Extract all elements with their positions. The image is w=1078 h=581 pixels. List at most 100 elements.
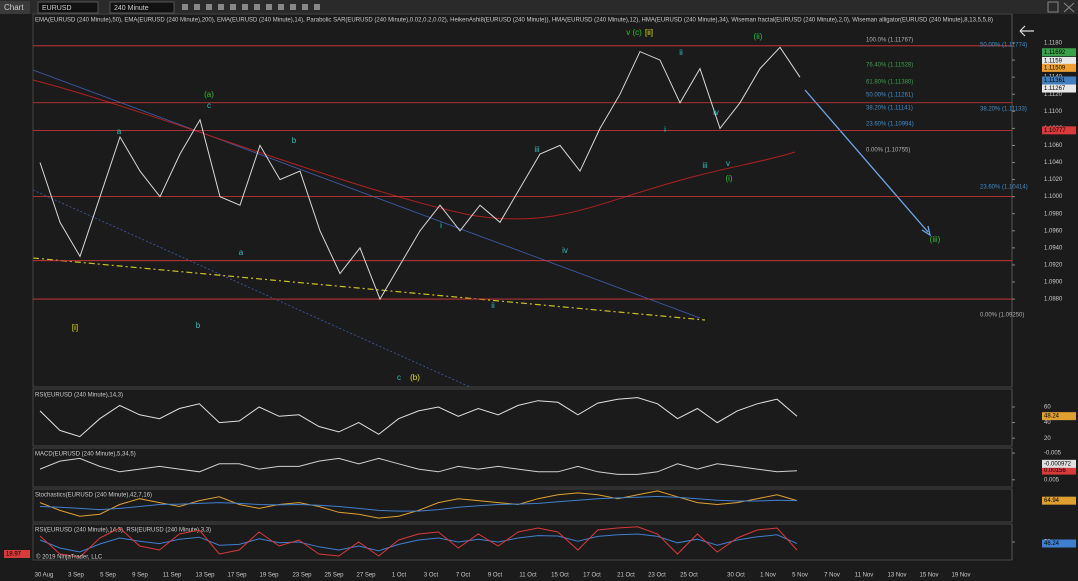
fib-label: 100.0% (1.11767) — [866, 38, 913, 44]
x-tick-label: 9 Sep — [132, 573, 148, 579]
y-tick-label: 1.1120 — [1044, 92, 1063, 98]
x-tick-label: 23 Oct — [648, 573, 666, 579]
price-badge-label: 1.11267 — [1044, 86, 1066, 92]
series-line — [39, 495, 798, 512]
wave-label: b — [196, 321, 201, 330]
y-tick-label: 1.0980 — [1044, 211, 1063, 217]
y-tick-label: 1.0880 — [1044, 297, 1063, 303]
wave-label: iii — [702, 161, 708, 170]
x-tick-label: 3 Oct — [424, 573, 439, 579]
channel-line — [32, 69, 701, 319]
series-line — [39, 46, 801, 301]
fib-label: 61.80% (1.11380) — [866, 80, 913, 86]
close-button[interactable] — [1063, 2, 1075, 13]
y-tick-label: -0.005 — [1044, 451, 1062, 457]
y-tick-label: 1.1060 — [1044, 143, 1063, 149]
x-tick-label: 5 Nov — [792, 573, 808, 579]
x-tick-label: 1 Oct — [392, 573, 407, 579]
price-badge-label: 48.24 — [1044, 414, 1060, 420]
x-tick-label: 30 Oct — [727, 573, 745, 579]
x-tick-label: 17 Sep — [227, 573, 247, 579]
price-badge — [1042, 466, 1076, 475]
price-badge-label: 1.11692 — [1044, 50, 1066, 56]
price-badge — [4, 550, 30, 558]
y-tick-label: 1.1040 — [1044, 160, 1063, 166]
price-badge-label: 18.97 — [6, 552, 22, 558]
y-tick-label: 1.1180 — [1044, 41, 1063, 47]
interval[interactable]: 240 Minute — [114, 5, 149, 12]
series-line — [39, 457, 798, 475]
symbol[interactable]: EURUSD — [42, 5, 72, 12]
price-badge — [1042, 84, 1076, 93]
price-badge — [1042, 63, 1076, 72]
arrow-head — [921, 225, 931, 237]
wave-label: a — [117, 127, 122, 136]
wave-label: ii — [491, 301, 495, 310]
price-badge-label: 1.11509 — [1044, 65, 1066, 71]
x-tick-label: 5 Sep — [100, 573, 116, 579]
price-badge — [1042, 48, 1076, 57]
panel-title: Stochastics(EURUSD (240 Minute),42,7,16) — [35, 493, 152, 499]
fib-label: 76.40% (1.11528) — [866, 63, 913, 69]
price-badge-label: -0.000972 — [1044, 461, 1072, 467]
trend-line — [32, 257, 706, 321]
wave-label: [i] — [72, 323, 78, 332]
x-tick-label: 3 Sep — [68, 573, 84, 579]
price-badge — [1042, 76, 1076, 85]
wave-label: (b) — [410, 373, 420, 382]
x-tick-label: 25 Sep — [324, 573, 344, 579]
y-tick-label: 1.0960 — [1044, 228, 1063, 234]
wave-label: i — [664, 125, 666, 134]
fib-label: 50.00% (1.11261) — [866, 93, 913, 99]
fib-label: 38.20% (1.11133) — [980, 107, 1027, 113]
x-tick-label: 23 Sep — [292, 573, 312, 579]
x-tick-label: 15 Nov — [919, 573, 938, 579]
wave-label: (ii) — [754, 32, 763, 41]
price-badge-label: 1.11361 — [1044, 78, 1066, 84]
price-badge-label: 1.1159 — [1044, 59, 1063, 65]
wave-label: iv — [562, 246, 568, 255]
x-tick-label: 11 Nov — [855, 573, 874, 579]
price-badge-label: 64.94 — [1044, 498, 1060, 504]
wave-label: a — [239, 248, 244, 257]
y-tick-label: 1.1000 — [1044, 194, 1063, 200]
fib-label: 0.00% (1.09250) — [980, 313, 1024, 319]
x-tick-label: 17 Oct — [583, 573, 601, 579]
x-tick-label: 27 Sep — [356, 573, 376, 579]
wave-label: (iii) — [930, 235, 941, 244]
chart-tab[interactable] — [0, 1, 30, 14]
fib-label: 23.60% (1.10414) — [980, 185, 1028, 191]
y-tick-label: 0.005 — [1044, 477, 1060, 483]
x-tick-label: 21 Oct — [617, 573, 635, 579]
x-tick-label: 7 Nov — [824, 573, 840, 579]
toolbar-icons[interactable] — [182, 4, 320, 10]
panel-title: RSI(EURUSD (240 Minute),14,3) — [35, 393, 123, 399]
x-tick-label: 25 Oct — [680, 573, 698, 579]
series-line — [39, 526, 798, 558]
price-badge — [1042, 539, 1076, 548]
wave-label: v (c) — [626, 28, 642, 37]
wave-label: (i) — [725, 174, 732, 183]
tab-label[interactable]: Chart — [4, 3, 24, 12]
y-tick-label: 1.0900 — [1044, 280, 1063, 286]
panel-title: MACD(EURUSD (240 Minute),5,34,5) — [35, 452, 136, 458]
fib-label: 0.00% (1.10755) — [866, 148, 910, 154]
x-tick-label: 1 Nov — [760, 573, 776, 579]
interval-box[interactable] — [109, 1, 175, 14]
maximize-button[interactable] — [1047, 1, 1059, 13]
series-line — [39, 397, 798, 438]
wave-label: b — [292, 136, 297, 145]
price-badge-label: 1.10777 — [1044, 128, 1066, 134]
wave-label: iii — [534, 145, 540, 154]
price-badge-label: 46.24 — [1044, 541, 1060, 547]
fib-label: 50.00% (1.11774) — [980, 43, 1027, 49]
wave-label: iv — [713, 108, 719, 117]
fib-label: 38.20% (1.11141) — [866, 106, 913, 112]
x-tick-label: 19 Sep — [259, 573, 279, 579]
panel-title: EMA(EURUSD (240 Minute),50), EMA(EURUSD … — [35, 18, 993, 24]
symbol-box[interactable] — [37, 1, 99, 14]
x-tick-label: 9 Oct — [488, 573, 503, 579]
y-tick-label: 1.1100 — [1044, 109, 1063, 115]
back-arrow[interactable] — [1019, 25, 1034, 37]
